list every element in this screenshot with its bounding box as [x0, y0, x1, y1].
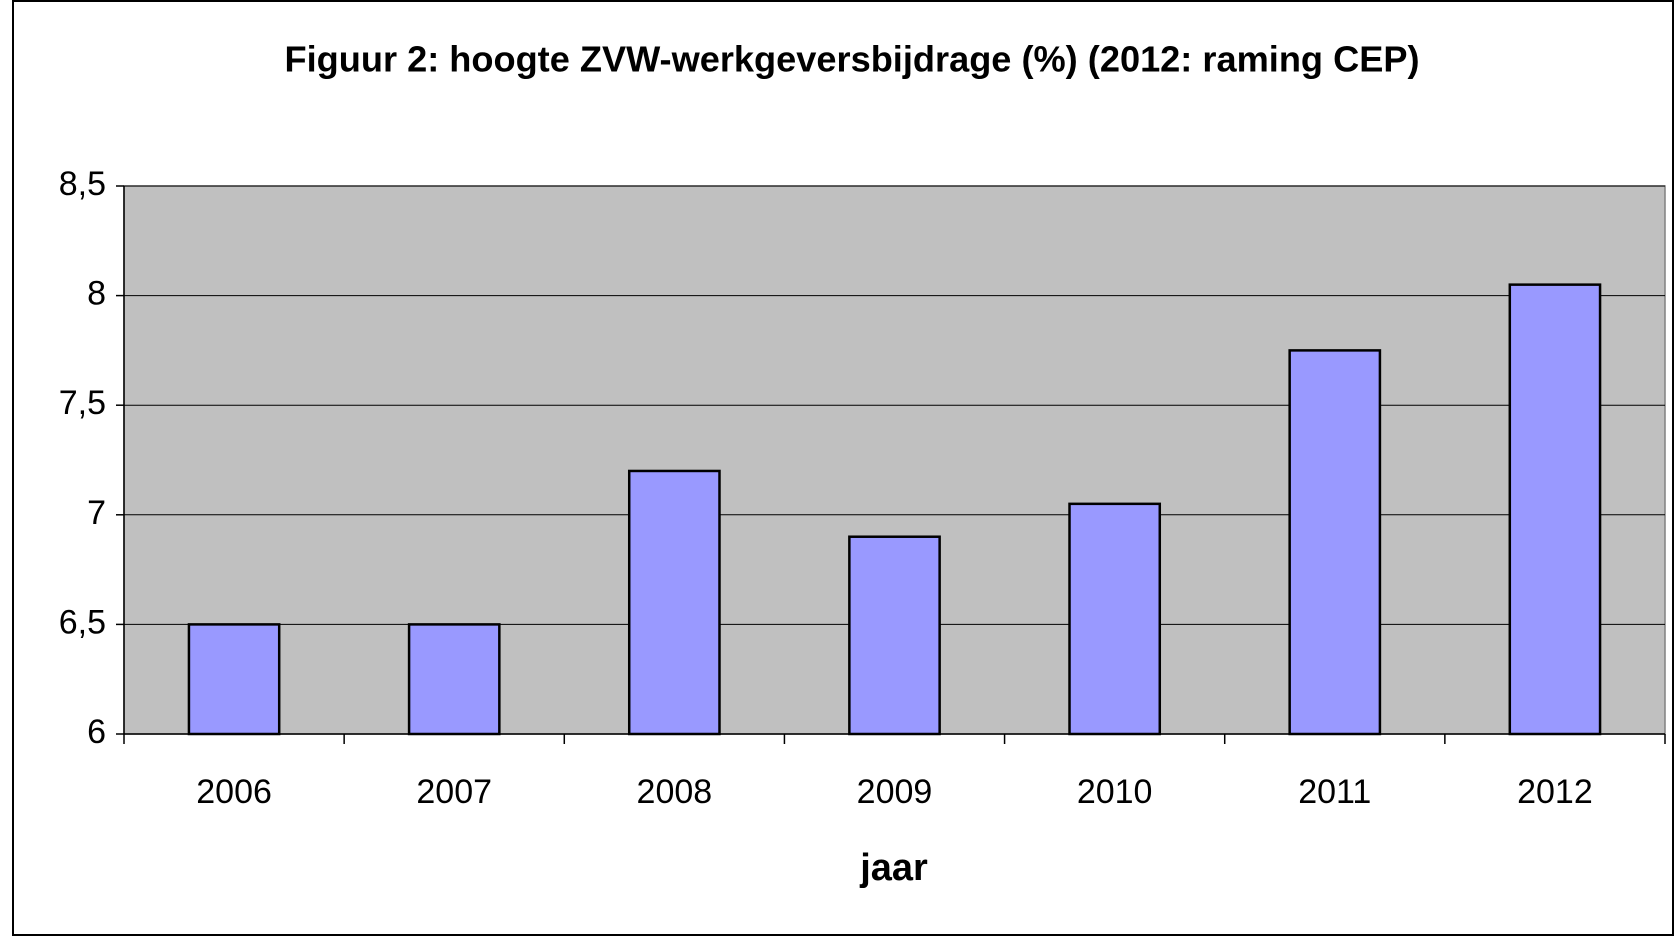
- chart-title: Figuur 2: hoogte ZVW-werkgeversbijdrage …: [285, 39, 1420, 80]
- x-tick-label: 2010: [1077, 773, 1153, 811]
- x-axis-label: jaar: [859, 847, 928, 889]
- x-tick-label: 2009: [857, 773, 933, 811]
- y-tick-label: 7: [87, 494, 106, 532]
- x-tick-label: 2012: [1517, 773, 1593, 811]
- y-tick-label: 8: [87, 275, 106, 313]
- y-tick-label: 6: [87, 713, 106, 751]
- bar: [1068, 502, 1162, 736]
- bar: [187, 623, 281, 736]
- x-tick-label: 2011: [1298, 773, 1371, 811]
- y-tick-label: 7,5: [59, 384, 106, 422]
- x-tick-label: 2006: [196, 773, 272, 811]
- x-tick-label: 2007: [416, 773, 492, 811]
- x-tick-label: 2008: [637, 773, 713, 811]
- bar: [627, 469, 721, 736]
- bar: [1288, 349, 1382, 736]
- bar: [1508, 283, 1602, 736]
- bar: [407, 623, 501, 736]
- bar: [848, 535, 941, 736]
- y-tick-label: 6,5: [59, 603, 106, 641]
- y-tick-label: 8,5: [59, 165, 106, 203]
